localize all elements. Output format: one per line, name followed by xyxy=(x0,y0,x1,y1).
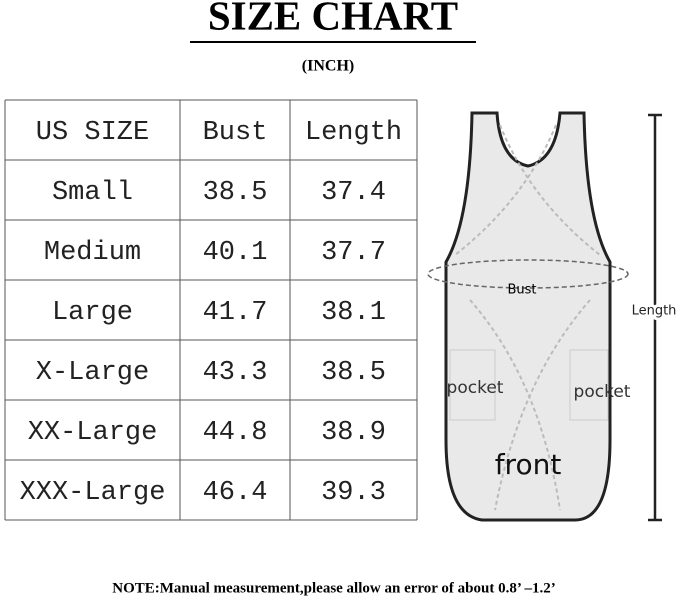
table-cell: 37.4 xyxy=(321,178,386,208)
length-label: Length xyxy=(632,304,677,319)
table-cell: 41.7 xyxy=(203,298,268,328)
table-cell: 43.3 xyxy=(203,358,268,388)
front-label: front xyxy=(495,448,562,481)
table-cell: Medium xyxy=(44,238,141,268)
table-cell: 38.5 xyxy=(321,358,386,388)
table-cell: 40.1 xyxy=(203,238,268,268)
bust-measure xyxy=(427,259,629,289)
apron-outline xyxy=(444,111,612,522)
unit: (INCH) xyxy=(302,58,354,75)
strap-lines xyxy=(454,124,601,511)
table-cell: 38.5 xyxy=(203,178,268,208)
column-header: Bust xyxy=(203,118,268,148)
column-header: Length xyxy=(305,118,402,148)
column-header: US SIZE xyxy=(36,118,149,148)
title: SIZE CHART xyxy=(208,0,458,38)
table-cell: 38.9 xyxy=(321,418,386,448)
table-cell: Small xyxy=(52,178,133,208)
table-cell: 37.7 xyxy=(321,238,386,268)
apron-diagram: Bust Length pocket pocket front xyxy=(427,111,679,522)
pocket-left-outline xyxy=(449,349,496,421)
table-cell: 46.4 xyxy=(203,478,268,508)
pocket-label: pocket xyxy=(574,382,631,402)
table-cell: XX-Large xyxy=(28,418,158,448)
note: NOTE:Manual measurement,please allow an … xyxy=(112,580,555,596)
table-cell: XXX-Large xyxy=(20,478,166,508)
pocket-label: pocket xyxy=(447,378,504,398)
table-cell: 44.8 xyxy=(203,418,268,448)
table-cell: 38.1 xyxy=(321,298,386,328)
pocket-right-outline xyxy=(569,349,609,421)
table-cell: Large xyxy=(52,298,133,328)
table-cell: X-Large xyxy=(36,358,149,388)
table-cell: 39.3 xyxy=(321,478,386,508)
bust-label: Bust xyxy=(507,283,536,298)
